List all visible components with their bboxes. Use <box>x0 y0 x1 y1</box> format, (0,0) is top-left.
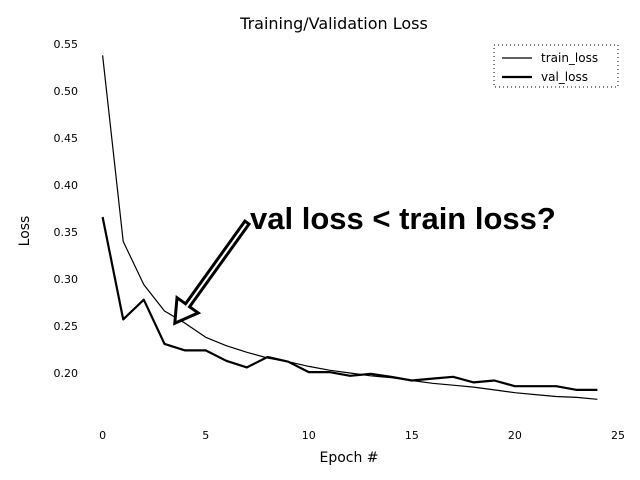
y-tick-label: 0.50 <box>54 85 79 98</box>
annotation: val loss < train loss? <box>173 201 556 326</box>
y-tick-label: 0.40 <box>54 179 79 192</box>
y-tick-label: 0.35 <box>54 226 79 239</box>
x-tick-label: 20 <box>508 429 522 442</box>
x-tick-label: 10 <box>302 429 316 442</box>
legend-label-train-loss: train_loss <box>541 51 598 65</box>
x-tick-label: 0 <box>99 429 106 442</box>
y-tick-label: 0.55 <box>54 38 79 51</box>
series-line-train-loss <box>102 55 598 400</box>
legend-box <box>493 44 619 88</box>
series-line-val-loss <box>101 216 598 391</box>
annotation-arrow <box>173 218 252 326</box>
x-tick-label: 25 <box>611 429 625 442</box>
legend: train_loss val_loss <box>493 44 619 88</box>
series-layer <box>101 55 598 400</box>
y-tick-label: 0.45 <box>54 132 79 145</box>
x-ticks: 0 5 10 15 20 25 <box>99 429 625 442</box>
x-axis-label: Epoch # <box>319 450 378 466</box>
x-tick-label: 5 <box>202 429 209 442</box>
y-axis-label: Loss <box>17 216 33 247</box>
y-tick-label: 0.20 <box>54 367 79 380</box>
chart-title: Training/Validation Loss <box>239 14 428 33</box>
legend-label-val-loss: val_loss <box>541 70 588 84</box>
annotation-text: val loss < train loss? <box>250 201 556 236</box>
y-tick-label: 0.25 <box>54 320 79 333</box>
y-tick-label: 0.30 <box>54 273 79 286</box>
x-tick-label: 15 <box>405 429 419 442</box>
y-ticks: 0.20 0.25 0.30 0.35 0.40 0.45 0.50 0.55 <box>54 38 79 380</box>
